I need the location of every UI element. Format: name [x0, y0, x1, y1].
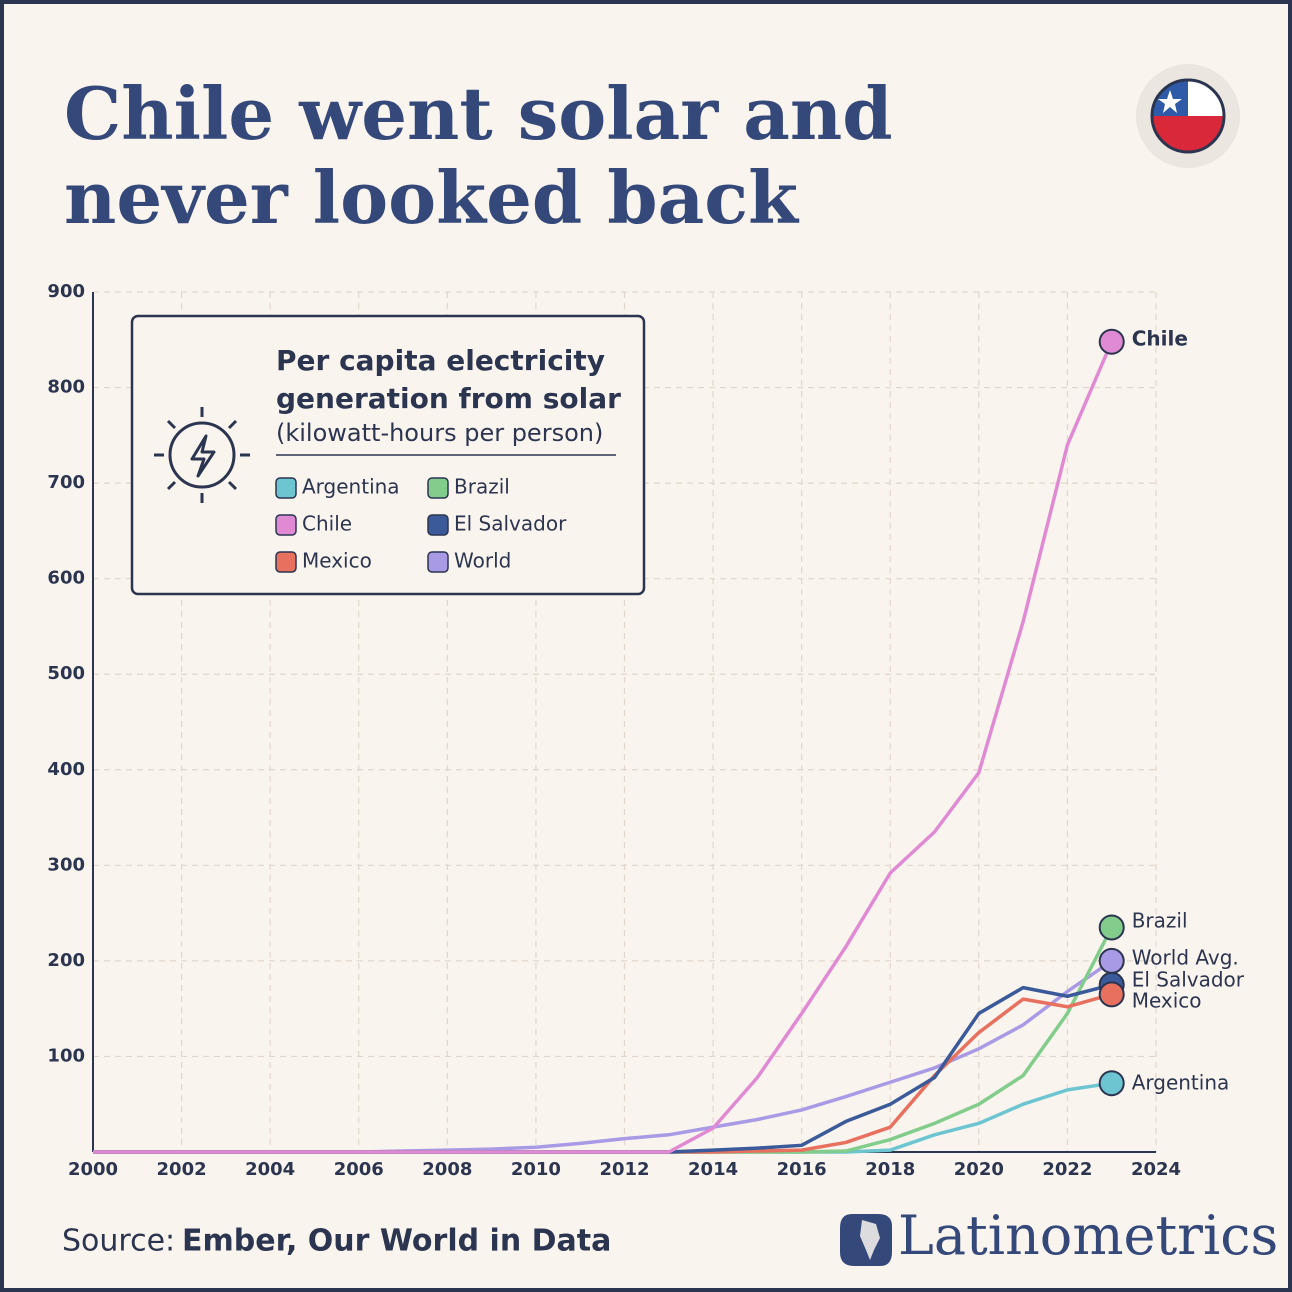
x-tick-label: 2018 — [865, 1159, 915, 1180]
y-tick-label: 700 — [47, 472, 85, 493]
source: Ember, Our World in Data — [182, 1224, 611, 1259]
end-label: Chile — [1132, 327, 1188, 351]
legend-swatch — [275, 551, 297, 573]
x-tick-label: 2016 — [777, 1159, 827, 1180]
x-tick-label: 2004 — [245, 1159, 295, 1180]
end-marker — [1098, 1070, 1125, 1097]
legend-title: Per capita electricity generation from so… — [276, 344, 621, 415]
end-marker — [1098, 914, 1125, 941]
x-tick-label: 2000 — [68, 1159, 118, 1180]
x-tick-label: 2022 — [1042, 1159, 1092, 1180]
chart: 100 200 300 400 500 600 700 800 900 2000 2002 2004 2… — [47, 64, 1278, 1267]
x-tick-label: 2024 — [1131, 1159, 1181, 1180]
x-tick-label: 2008 — [422, 1159, 472, 1180]
y-tick-label: 200 — [47, 950, 85, 971]
end-label: World Avg. — [1132, 946, 1239, 970]
end-label: Argentina — [1132, 1071, 1230, 1095]
legend-swatch — [427, 477, 449, 499]
legend-label: Mexico — [302, 549, 372, 573]
legend-label: El Salvador — [454, 512, 567, 536]
x-tick-label: 2012 — [599, 1159, 649, 1180]
sun-icon — [154, 407, 250, 503]
chart-title: Chile went solar and never looked back — [64, 71, 893, 240]
legend-swatch — [427, 551, 449, 573]
brand-logo — [840, 1214, 892, 1266]
end-label: Mexico — [1132, 989, 1202, 1013]
legend-swatch — [427, 514, 449, 536]
legend-label: Chile — [302, 512, 352, 536]
legend-swatch — [275, 477, 297, 499]
end-marker — [1098, 947, 1125, 974]
legend-swatch — [275, 514, 297, 536]
end-label: Brazil — [1132, 909, 1188, 933]
x-tick-label: 2014 — [688, 1159, 738, 1180]
source-label: Source: — [62, 1224, 175, 1259]
x-tick-label: 2010 — [511, 1159, 561, 1180]
y-tick-label: 100 — [47, 1045, 85, 1066]
y-tick-label: 900 — [47, 281, 85, 302]
legend-label: Argentina — [302, 475, 400, 499]
y-tick-label: 800 — [47, 377, 85, 398]
y-tick-label: 600 — [47, 568, 85, 589]
end-label: El Salvador — [1132, 968, 1245, 992]
end-marker — [1098, 981, 1125, 1008]
legend-label: World — [454, 549, 511, 573]
brand: Latinometrics — [898, 1204, 1278, 1267]
end-marker — [1098, 328, 1125, 355]
line-2 — [93, 340, 1114, 1154]
x-tick-label: 2006 — [334, 1159, 384, 1180]
legend-subtitle: (kilowatt-hours per person) — [276, 419, 603, 447]
y-tick-label: 300 — [47, 854, 85, 875]
y-tick-label: 500 — [47, 663, 85, 684]
legend-label: Brazil — [454, 475, 510, 499]
y-tick-label: 400 — [47, 759, 85, 780]
x-tick-label: 2020 — [954, 1159, 1004, 1180]
x-tick-label: 2002 — [157, 1159, 207, 1180]
flag-badge — [1136, 64, 1240, 168]
